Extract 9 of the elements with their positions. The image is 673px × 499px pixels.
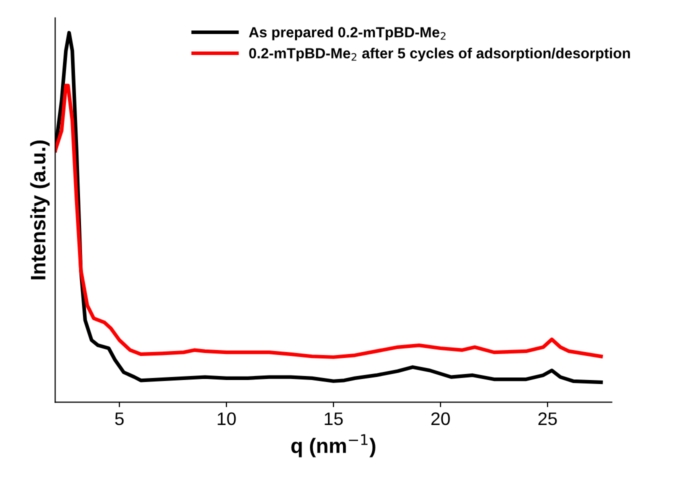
x-tick-label: 5 — [115, 412, 124, 426]
x-tick-label: 10 — [218, 412, 236, 426]
x-tick-label: 25 — [538, 412, 557, 426]
legend-label: 0.2-mTpBD-Me$_{2}$ after 5 cycles of adsorption/desorption — [249, 48, 630, 62]
x-tick-label: 20 — [431, 412, 450, 426]
legend-label: As prepared 0.2-mTpBD-Me$_{2}$ — [248, 26, 446, 40]
x-axis-title: q (nm$^{−1}$) — [291, 434, 376, 458]
x-tick-label: 15 — [324, 412, 343, 426]
y-axis-title: Intensity (a.u.) — [30, 140, 50, 280]
